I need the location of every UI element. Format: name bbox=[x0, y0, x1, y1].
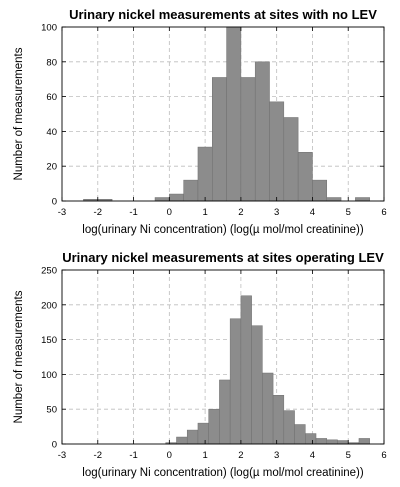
y-tick-labels: 0 50 100 150 200 250 bbox=[41, 266, 384, 451]
bars bbox=[165, 295, 370, 445]
x-tick-labels: -3 -2 -1 0 1 2 3 4 5 6 bbox=[58, 27, 387, 218]
histogram-bar bbox=[312, 179, 328, 202]
x-tick-label: 1 bbox=[202, 207, 207, 218]
histogram-bar bbox=[251, 325, 263, 445]
y-tick-label: 60 bbox=[46, 92, 57, 103]
histogram-bar bbox=[283, 117, 299, 202]
x-tick-label: 6 bbox=[381, 207, 386, 218]
histogram-bar bbox=[183, 179, 199, 202]
histogram-bar bbox=[229, 318, 242, 445]
histogram-bar bbox=[269, 101, 285, 202]
x-tick-label: 4 bbox=[310, 450, 315, 461]
x-axis-label: log(urinary Ni concentration) (log(µ mol… bbox=[82, 224, 364, 236]
histogram-bar bbox=[337, 440, 349, 445]
axes-frame bbox=[61, 26, 385, 202]
y-tick-label: 150 bbox=[41, 335, 57, 346]
histogram-bar bbox=[240, 77, 256, 202]
x-tick-label: 3 bbox=[274, 450, 279, 461]
x-tick-label: 2 bbox=[238, 450, 243, 461]
y-tick-label: 250 bbox=[41, 266, 57, 277]
chart-title: Urinary nickel measurements at sites ope… bbox=[62, 250, 384, 265]
histogram-bar bbox=[176, 436, 188, 445]
x-tick-label: -1 bbox=[129, 207, 137, 218]
bars bbox=[83, 26, 370, 202]
histogram-bar bbox=[254, 61, 270, 202]
x-tick-labels: -3 -2 -1 0 1 2 3 4 5 6 bbox=[58, 270, 387, 461]
histogram-bar bbox=[272, 395, 285, 445]
histogram-bar bbox=[358, 438, 370, 445]
histogram-bar bbox=[294, 424, 306, 445]
x-tick-label: 3 bbox=[274, 207, 279, 218]
histogram-bar bbox=[197, 422, 209, 445]
histogram-bar bbox=[219, 379, 231, 445]
x-tick-label: -1 bbox=[129, 450, 137, 461]
x-tick-label: 4 bbox=[310, 207, 315, 218]
y-tick-label: 20 bbox=[46, 162, 57, 173]
histogram-bar bbox=[283, 410, 295, 445]
histogram-bar bbox=[297, 152, 313, 202]
histogram-bar bbox=[197, 146, 213, 202]
x-tick-label: 5 bbox=[346, 207, 351, 218]
histogram-bar bbox=[169, 193, 184, 202]
histogram-bar bbox=[315, 438, 328, 445]
x-tick-label: 1 bbox=[202, 450, 207, 461]
x-tick-label: 5 bbox=[346, 450, 351, 461]
y-tick-label: 100 bbox=[41, 23, 57, 34]
x-axis-label: log(urinary Ni concentration) (log(µ mol… bbox=[82, 467, 364, 479]
histogram-bar bbox=[226, 26, 242, 202]
x-tick-label: 0 bbox=[167, 207, 172, 218]
y-tick-label: 0 bbox=[52, 440, 57, 451]
x-tick-label: -3 bbox=[58, 450, 66, 461]
x-tick-label: -2 bbox=[94, 207, 102, 218]
histogram-bar bbox=[212, 77, 227, 202]
y-axis-label: Number of measurements bbox=[13, 47, 25, 180]
y-tick-label: 0 bbox=[52, 197, 57, 208]
histogram-bar bbox=[326, 439, 338, 445]
y-tick-label: 200 bbox=[41, 300, 57, 311]
histogram-bar bbox=[186, 429, 199, 445]
panel-no-lev: Urinary nickel measurements at sites wit… bbox=[13, 7, 387, 236]
x-tick-label: -2 bbox=[94, 450, 102, 461]
axes-frame bbox=[61, 269, 385, 445]
y-tick-label: 40 bbox=[46, 127, 57, 138]
histogram-bar bbox=[326, 197, 342, 202]
x-tick-label: 2 bbox=[238, 207, 243, 218]
y-axis-label: Number of measurements bbox=[13, 290, 25, 423]
histogram-bar bbox=[355, 197, 370, 202]
histogram-bar bbox=[262, 372, 274, 445]
y-tick-label: 80 bbox=[46, 57, 57, 68]
y-tick-label: 50 bbox=[46, 405, 57, 416]
x-tick-label: -3 bbox=[58, 207, 66, 218]
histogram-bar bbox=[208, 408, 220, 445]
panel-operating-lev: Urinary nickel measurements at sites ope… bbox=[13, 250, 387, 479]
y-tick-labels: 0 20 40 60 80 100 bbox=[41, 23, 384, 208]
chart-title: Urinary nickel measurements at sites wit… bbox=[69, 7, 377, 22]
histogram-bar bbox=[305, 433, 317, 445]
histogram-bar bbox=[240, 295, 252, 445]
y-tick-label: 100 bbox=[41, 370, 57, 381]
x-tick-label: 0 bbox=[167, 450, 172, 461]
x-tick-label: 6 bbox=[381, 450, 386, 461]
histogram-bar bbox=[154, 197, 170, 202]
